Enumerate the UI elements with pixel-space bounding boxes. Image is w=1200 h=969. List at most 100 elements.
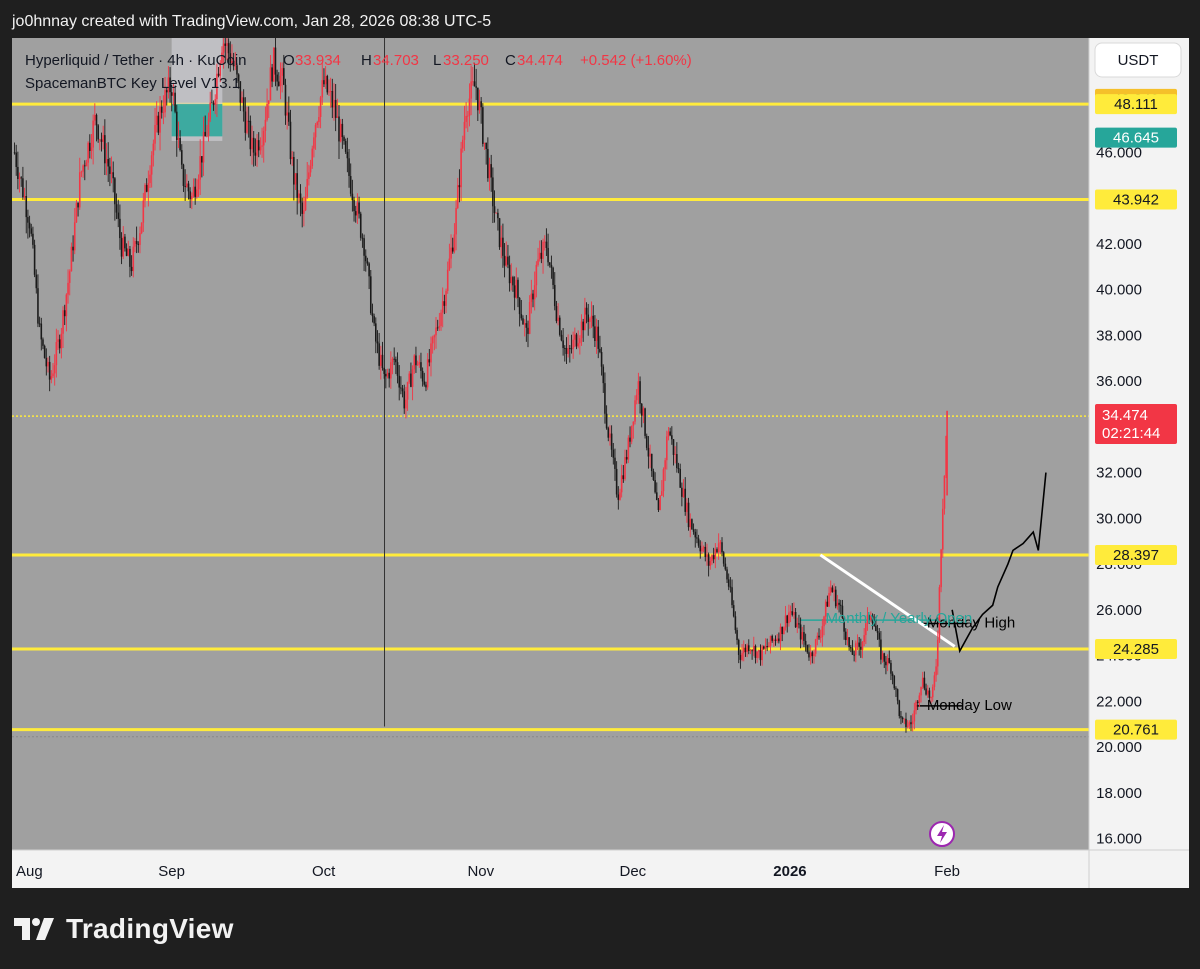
candle-body [15,152,18,167]
symbol-title[interactable]: Hyperliquid / Tether · 4h · KuCoin [25,52,247,69]
candle-body [239,81,242,103]
candle-body [774,639,777,641]
candle-body [150,155,153,175]
candle-body [724,563,727,570]
candle-body [311,148,314,167]
candle-body [863,635,865,642]
candle-body [868,615,870,620]
candle-body [761,646,763,661]
currency-button[interactable]: USDT [1094,42,1182,78]
lightning-icon[interactable] [929,821,955,847]
candle-body [480,101,482,108]
candle-body [182,164,185,186]
candle-body [170,92,173,96]
candle-body [781,626,784,634]
candle-body [426,359,429,388]
y-tick-label: 32.000 [1096,465,1142,482]
tradingview-mark-icon [14,918,54,940]
candle-body [727,579,730,587]
candle-body [105,159,108,164]
candle-body [132,246,135,272]
candle-body [117,212,120,219]
candle-body [574,334,576,340]
time-axis[interactable]: Aug Sep Oct Nov Dec 2026 Feb [16,863,960,880]
ohlc-high-value: 34.703 [373,52,419,69]
candle-body [498,218,501,248]
candle-body [607,428,610,438]
candle-body [518,297,521,315]
candle-body [793,612,795,615]
candle-body [938,587,941,640]
candle-body [97,125,99,140]
candle-body [348,158,350,177]
candle-body [803,632,805,641]
candle-body [353,200,355,212]
candle-body [435,327,437,336]
candle-body [885,661,887,666]
candle-body [543,241,546,243]
candle-body [336,116,339,118]
candle-body [901,717,904,720]
candle-body [196,189,198,197]
candle-body [719,542,722,544]
candle-body [436,327,439,329]
ohlc-close-value: 34.474 [517,52,563,69]
candle-body [318,117,320,123]
candle-body [624,457,626,480]
candle-body [155,115,158,125]
session-box-fill [171,104,223,137]
candle-body [737,640,740,655]
candle-body [749,650,752,652]
candle-body [709,561,712,566]
price-chart[interactable]: Monday High Monday Low Monthly / Yearly Op… [12,38,1189,888]
y-tick-label: 20.000 [1096,739,1142,756]
candle-body [410,373,412,387]
current-price-countdown: 02:21:44 [1102,425,1160,442]
candle-body [853,654,855,656]
indicator-name[interactable]: SpacemanBTC Key Level V13.1 [25,75,240,92]
candle-body [152,143,155,156]
candle-body [682,488,685,497]
candle-body [299,193,302,203]
candle-body [334,100,337,118]
candle-body [135,241,138,244]
candle-body [681,487,683,497]
candle-body [507,256,509,265]
projection-path [951,472,1047,654]
candle-body [510,277,513,284]
candle-body [303,210,305,214]
candle-body [433,335,436,338]
candle-body [660,491,663,496]
candle-body [232,60,235,67]
candle-body [371,313,374,317]
candle-body [910,722,912,725]
candle-body [508,264,511,284]
candle-body [381,354,384,369]
candle-body [52,373,54,377]
candle-body [393,358,395,360]
candle-body [679,469,681,488]
candle-body [527,327,529,334]
candle-body [697,538,700,546]
candle-body [443,301,446,306]
plot-area[interactable] [12,38,1089,850]
y-tick-label: 26.000 [1096,602,1142,619]
level-price-tag [1095,127,1177,148]
candle-body [82,165,84,172]
candle-body [177,137,180,141]
level-price-tag-label: 46.645 [1113,130,1159,147]
candle-body [226,43,228,46]
candle-body [175,111,178,141]
candle-body [251,137,253,150]
candle-body [650,453,653,472]
candle-body [943,475,946,509]
candle-body [246,120,248,133]
candle-body [525,323,528,328]
candle-body [92,120,94,148]
candle-body [309,166,312,173]
candle-body [742,647,745,654]
candle-body [134,241,136,247]
candle-body [368,263,370,277]
candle-body [488,164,491,179]
candle-body [898,700,901,717]
